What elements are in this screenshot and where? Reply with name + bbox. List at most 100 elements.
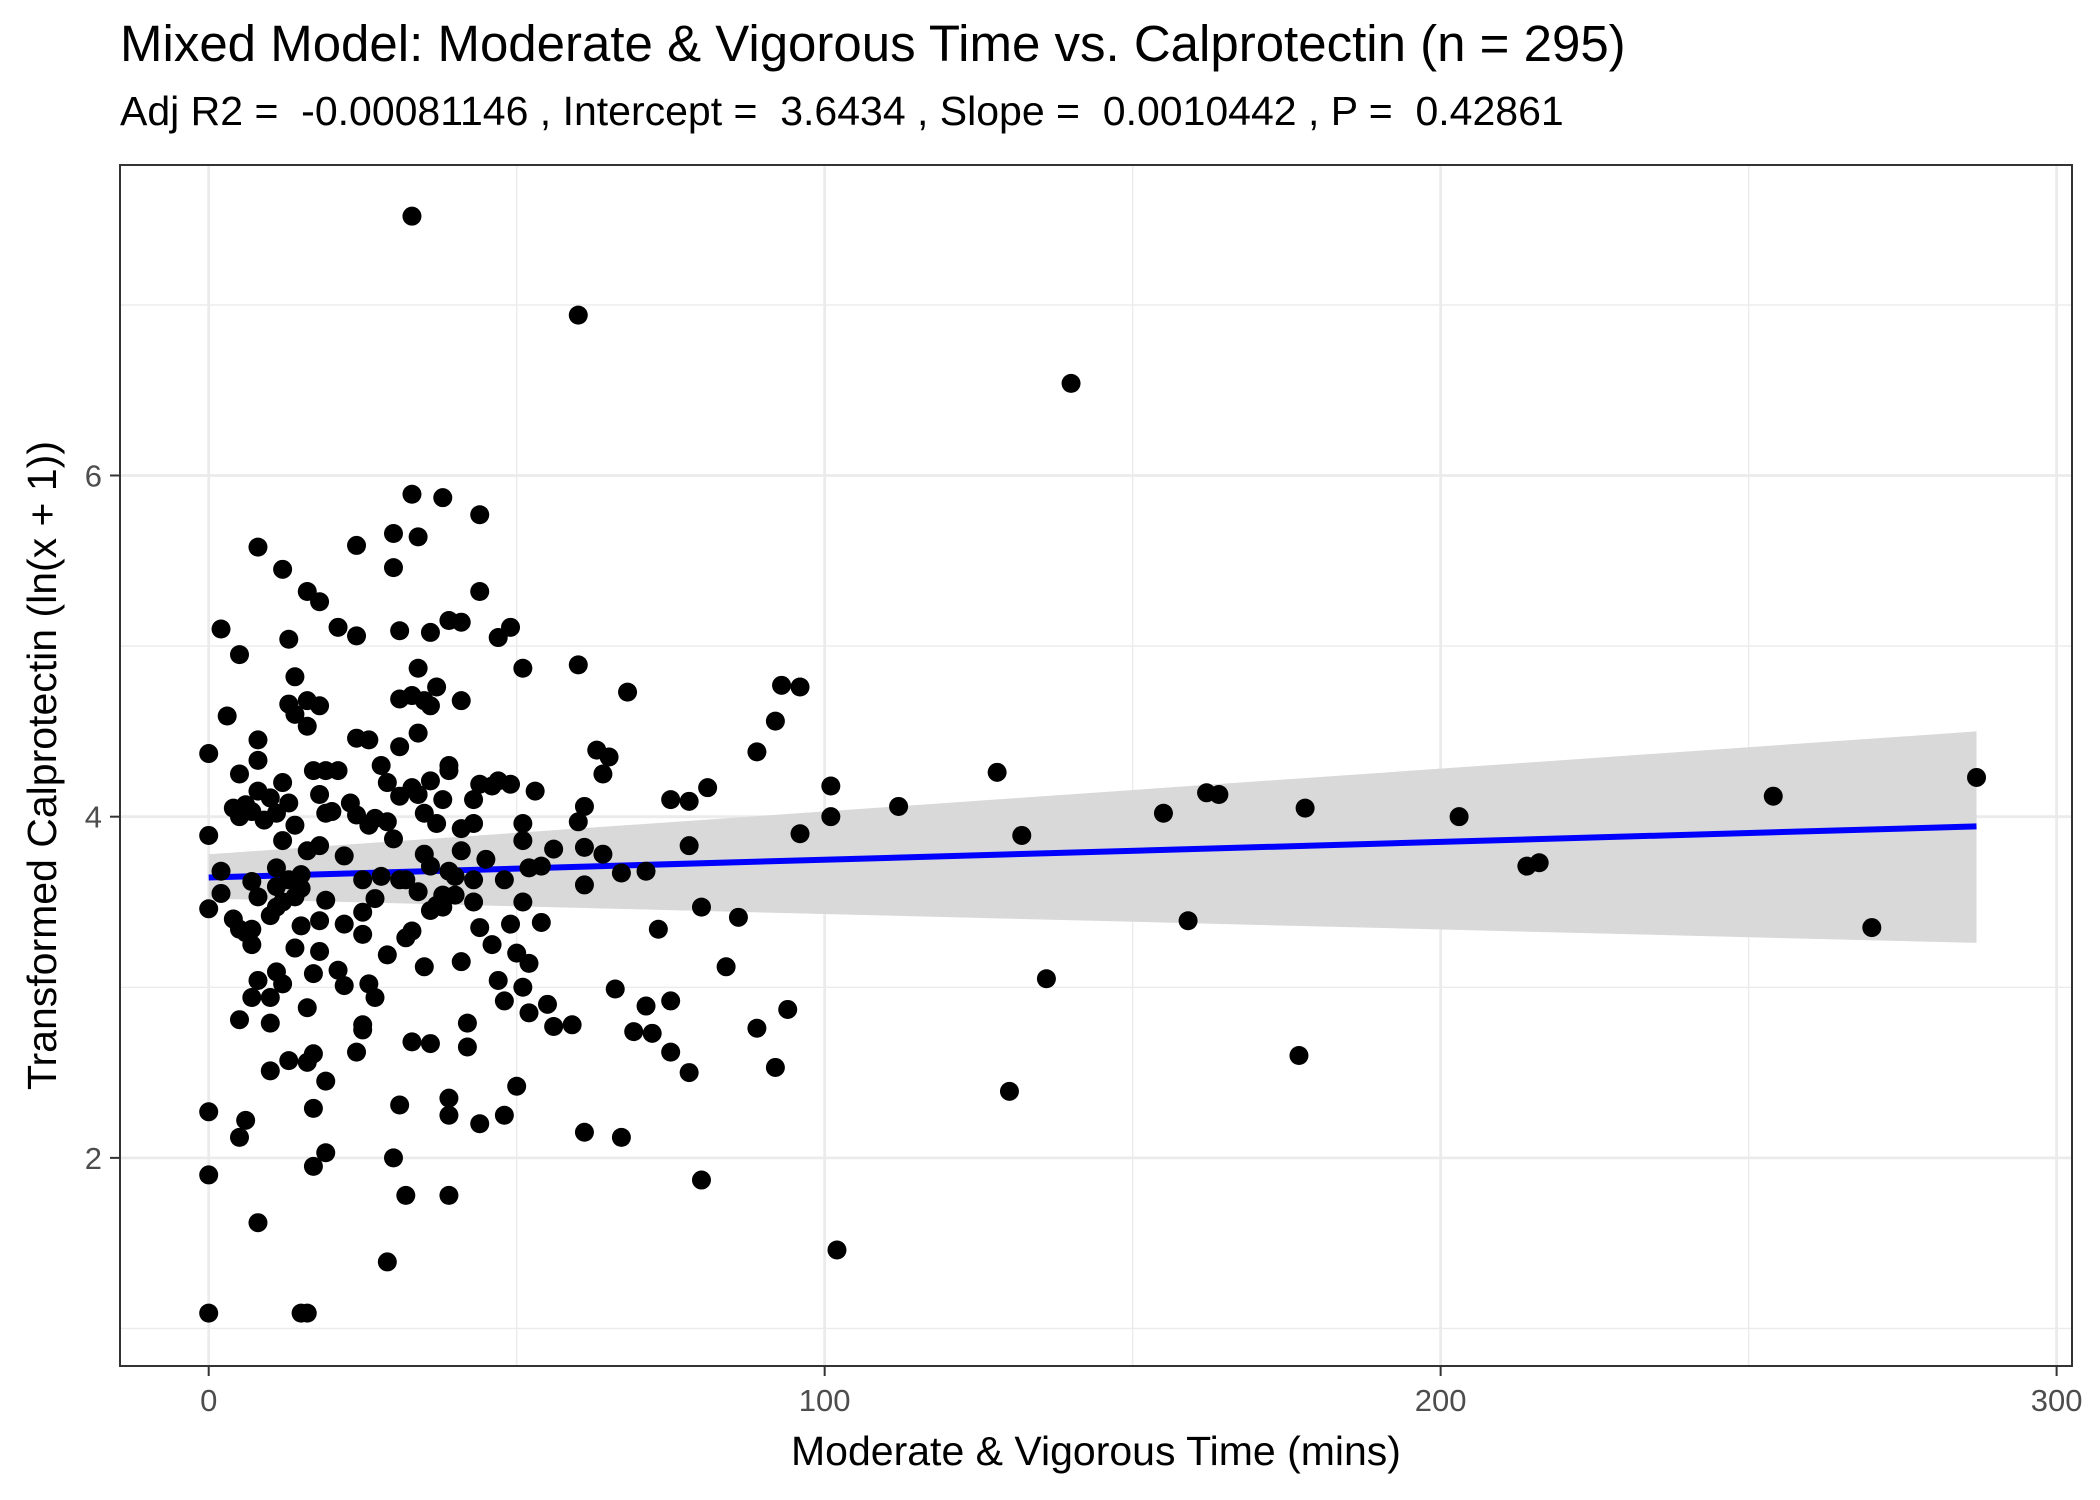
- data-point: [457, 1037, 477, 1057]
- data-point: [353, 924, 373, 944]
- data-point: [260, 1061, 280, 1081]
- fit-line-group: [208, 823, 1977, 881]
- data-point: [790, 824, 810, 844]
- data-point: [501, 774, 521, 794]
- data-point: [519, 953, 539, 973]
- data-point: [889, 796, 909, 816]
- data-point: [618, 682, 638, 702]
- data-point: [408, 658, 428, 678]
- data-point: [408, 785, 428, 805]
- data-point: [433, 488, 453, 508]
- data-point: [451, 952, 471, 972]
- data-point: [297, 1303, 317, 1323]
- data-point: [1061, 373, 1081, 393]
- data-point: [1529, 853, 1549, 873]
- data-point: [531, 912, 551, 932]
- data-point: [334, 914, 354, 934]
- data-point: [544, 839, 564, 859]
- data-point: [574, 837, 594, 857]
- data-point: [611, 863, 631, 883]
- x-axis-title: Moderate & Vigorous Time (mins): [791, 1428, 1401, 1474]
- data-point: [316, 803, 336, 823]
- data-point: [1967, 767, 1987, 787]
- data-point: [821, 807, 841, 827]
- data-point: [574, 796, 594, 816]
- data-point: [229, 1127, 249, 1147]
- data-point: [661, 790, 681, 810]
- data-point: [470, 505, 490, 525]
- data-point: [445, 866, 465, 886]
- data-point: [439, 1105, 459, 1125]
- x-tick-label: 0: [200, 1383, 217, 1418]
- data-point: [513, 814, 533, 834]
- data-point: [661, 1042, 681, 1062]
- data-point: [242, 935, 262, 955]
- data-point: [827, 1240, 847, 1260]
- data-point: [507, 1076, 527, 1096]
- y-axis-title: Transformed Calprotectin (ln(x + 1)): [19, 441, 65, 1090]
- data-point: [371, 756, 391, 775]
- data-point: [679, 836, 699, 856]
- data-point: [291, 916, 311, 936]
- data-point: [513, 658, 533, 678]
- y-tick-label: 4: [85, 800, 102, 835]
- data-point: [273, 831, 293, 851]
- data-point: [285, 938, 305, 958]
- data-point: [365, 889, 385, 909]
- data-point: [679, 791, 699, 811]
- data-point: [297, 716, 317, 736]
- data-point: [1289, 1046, 1309, 1066]
- data-point: [248, 1213, 268, 1233]
- data-point: [1862, 918, 1882, 938]
- data-point: [464, 870, 484, 890]
- data-point: [1178, 911, 1198, 931]
- data-point: [1153, 803, 1173, 823]
- data-point: [353, 1020, 373, 1040]
- x-tick-label: 300: [2031, 1383, 2083, 1418]
- data-point: [310, 785, 330, 805]
- data-point: [273, 559, 293, 579]
- data-point: [1449, 807, 1469, 827]
- data-point: [433, 897, 453, 917]
- data-point: [691, 897, 711, 917]
- data-point: [377, 1252, 397, 1272]
- data-point: [211, 861, 231, 881]
- data-point: [513, 892, 533, 912]
- data-point: [359, 815, 379, 835]
- data-point: [310, 696, 330, 716]
- data-point: [390, 786, 410, 806]
- data-point: [488, 970, 508, 990]
- data-point: [365, 988, 385, 1008]
- data-point: [297, 841, 317, 861]
- data-point: [716, 957, 736, 977]
- plot-border: [119, 164, 2073, 1367]
- data-point: [420, 856, 440, 876]
- data-point: [501, 914, 521, 934]
- data-point: [494, 1105, 514, 1125]
- data-point: [605, 979, 625, 999]
- data-point: [1763, 786, 1783, 806]
- data-point: [199, 899, 219, 919]
- data-point: [661, 991, 681, 1011]
- data-point: [266, 877, 286, 897]
- data-point: [310, 941, 330, 961]
- data-point: [260, 1013, 280, 1033]
- data-point: [599, 747, 619, 767]
- data-point: [408, 527, 428, 547]
- data-point: [544, 1017, 564, 1037]
- data-point: [537, 994, 557, 1014]
- data-point: [1036, 969, 1056, 989]
- data-point: [199, 744, 219, 764]
- data-point: [445, 885, 465, 905]
- data-point: [427, 677, 447, 697]
- confidence-band: [208, 731, 1977, 943]
- data-point: [285, 887, 305, 907]
- data-point: [513, 977, 533, 997]
- data-point: [821, 776, 841, 796]
- data-point: [747, 1018, 767, 1038]
- data-point: [568, 812, 588, 832]
- data-point: [260, 906, 280, 926]
- data-point: [248, 970, 268, 990]
- data-point: [390, 1095, 410, 1115]
